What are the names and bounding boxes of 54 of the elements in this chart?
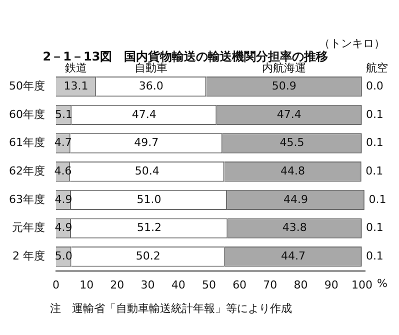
data-label: 50.9	[272, 79, 296, 92]
data-label: 44.8	[280, 164, 306, 178]
chart-title: 2－1－13図 国内貨物輸送の輸送機関分担率の推移	[42, 49, 328, 64]
data-label: 44.9	[283, 192, 308, 206]
data-label: 5.1	[55, 108, 73, 121]
data-label: 45.5	[280, 136, 304, 150]
y-tick-label: 2 年度	[12, 249, 45, 262]
x-tick-label: 20	[110, 278, 124, 292]
data-label: 0.1	[368, 192, 386, 206]
data-label: 50.2	[136, 249, 160, 262]
data-label: 50.4	[134, 164, 160, 178]
data-label: 0.1	[366, 249, 384, 262]
data-label: 4.9	[54, 192, 72, 206]
text: 航空	[366, 61, 388, 74]
text: （トンキロ）	[319, 36, 385, 50]
data-label: 51.2	[137, 221, 162, 234]
data-label: 4.6	[54, 164, 72, 178]
data-label: 47.4	[132, 108, 156, 121]
x-tick-label: 30	[140, 278, 155, 292]
x-tick-label: 10	[80, 278, 94, 292]
y-tick-label: 60年度	[8, 108, 45, 121]
x-tick-label: 50	[202, 278, 216, 292]
data-label: 0.1	[366, 164, 384, 178]
y-tick-label: 50年度	[8, 79, 45, 92]
x-tick-label: 100	[351, 278, 372, 292]
data-label: 49.7	[134, 136, 159, 150]
y-tick-label: 62年度	[8, 164, 45, 178]
data-label: 5.0	[54, 249, 72, 262]
data-label: 0.1	[366, 221, 384, 234]
x-axis-title: %	[377, 277, 388, 290]
data-label: 47.4	[276, 108, 302, 121]
data-label: 13.1	[64, 79, 88, 92]
x-tick-label: 40	[171, 278, 186, 292]
x-tick-label: 0	[52, 278, 60, 292]
y-tick-label: 61年度	[8, 136, 45, 150]
series-label: 鉄道	[65, 61, 88, 74]
data-label: 0.1	[366, 136, 384, 150]
x-tick-label: 90	[324, 278, 338, 292]
series-label: 内航海運	[262, 61, 306, 74]
data-label: 0.1	[366, 108, 384, 121]
x-tick-label: 70	[263, 278, 278, 292]
data-label: 4.9	[54, 221, 72, 234]
data-label: 0.0	[366, 79, 384, 92]
data-label: 43.8	[282, 221, 307, 234]
data-label: 51.0	[136, 192, 162, 206]
x-tick-label: 80	[294, 278, 308, 292]
x-tick-label: 60	[232, 278, 247, 292]
y-tick-label: 63年度	[8, 192, 45, 206]
data-label: 36.0	[138, 79, 164, 92]
series-label: 自動車	[134, 61, 168, 74]
data-label: 4.7	[54, 136, 72, 150]
data-label: 44.7	[281, 249, 306, 262]
y-tick-label: 元年度	[12, 221, 45, 234]
text: 注 運輸省「自動車輸送統計年報」等により作成	[50, 302, 292, 315]
